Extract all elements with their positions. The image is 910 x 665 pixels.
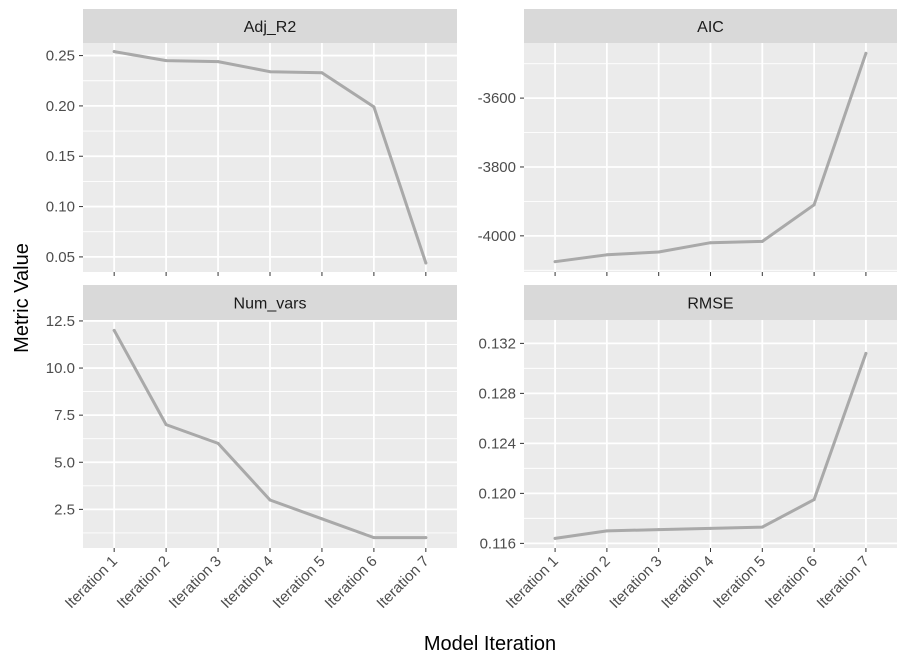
data-point — [268, 498, 272, 502]
x-tick-label: Iteration 1 — [503, 553, 562, 612]
x-axis-title: Model Iteration — [424, 633, 556, 655]
facet-title: RMSE — [687, 296, 733, 313]
data-point — [812, 203, 816, 207]
facet-title: Num_vars — [234, 296, 307, 313]
y-tick-label: -4000 — [478, 228, 516, 245]
data-point — [760, 525, 764, 529]
facet-aic: AIC -4000 -3800 -3600 — [478, 9, 897, 276]
data-point — [112, 50, 116, 54]
data-point — [657, 528, 661, 532]
y-tick-label: 12.5 — [46, 313, 75, 330]
data-point — [216, 441, 220, 445]
y-tick-label: 0.124 — [478, 435, 516, 452]
facet-adj-r2: Adj_R2 0.05 0.10 0.15 0.20 0.25 — [46, 9, 457, 276]
data-point — [709, 526, 712, 530]
y-tick-label: 0.120 — [478, 485, 516, 502]
facet-strip — [524, 285, 897, 320]
y-tick-label: 0.25 — [46, 48, 75, 65]
data-point — [760, 239, 764, 243]
y-tick-label: 0.20 — [46, 98, 75, 115]
y-tick-label: 2.5 — [54, 501, 75, 518]
x-tick-label: Iteration 7 — [814, 553, 873, 612]
data-point — [372, 536, 376, 540]
data-point — [812, 498, 816, 502]
x-tick-label: Iteration 3 — [606, 553, 665, 612]
data-point — [864, 51, 868, 55]
data-point — [424, 536, 428, 540]
data-point — [605, 529, 609, 533]
y-axis-title: Metric Value — [11, 243, 33, 353]
facet-strip — [83, 9, 457, 43]
x-tick-label: Iteration 4 — [218, 553, 277, 612]
data-point — [553, 536, 557, 540]
data-point — [320, 71, 324, 75]
y-tick-label: -3600 — [478, 90, 516, 107]
x-tick-label: Iteration 5 — [710, 553, 769, 612]
x-tick-label: Iteration 6 — [322, 553, 381, 612]
data-point — [864, 351, 868, 355]
y-tick-label: 0.116 — [480, 535, 516, 552]
data-point — [268, 70, 272, 74]
facet-strip — [83, 285, 457, 320]
x-tick-label: Iteration 5 — [270, 553, 329, 612]
data-point — [372, 105, 376, 109]
y-tick-label: 0.132 — [478, 335, 516, 352]
x-tick-label: Iteration 2 — [555, 553, 614, 612]
facet-title: Adj_R2 — [244, 19, 297, 36]
x-tick-label: Iteration 6 — [762, 553, 821, 612]
y-tick-label: 0.10 — [46, 199, 75, 216]
facet-strip — [524, 9, 897, 43]
x-tick-label: Iteration 7 — [373, 553, 432, 612]
y-tick-label: 0.128 — [478, 385, 516, 402]
y-tick-label: 0.05 — [46, 249, 75, 266]
x-tick-label: Iteration 4 — [658, 553, 717, 612]
data-point — [657, 250, 661, 254]
data-point — [605, 253, 609, 257]
data-point — [164, 59, 168, 63]
facet-rmse: RMSE 0.116 0.120 0.124 0.128 0.132 Iteration 1… — [478, 285, 897, 612]
data-point — [164, 423, 168, 427]
x-tick-label: Iteration 2 — [114, 553, 173, 612]
data-point — [709, 241, 712, 245]
y-tick-label: 10.0 — [46, 360, 75, 377]
y-tick-label: 7.5 — [54, 407, 75, 424]
facet-title: AIC — [697, 19, 724, 36]
y-tick-label: 0.15 — [46, 148, 75, 165]
data-point — [216, 60, 220, 64]
y-tick-label: 5.0 — [54, 454, 75, 471]
data-point — [112, 328, 116, 332]
data-point — [320, 517, 324, 521]
data-point — [553, 260, 557, 264]
x-tick-label: Iteration 3 — [166, 553, 225, 612]
x-tick-label: Iteration 1 — [62, 553, 121, 612]
y-tick-label: -3800 — [478, 159, 516, 176]
data-point — [424, 261, 428, 265]
